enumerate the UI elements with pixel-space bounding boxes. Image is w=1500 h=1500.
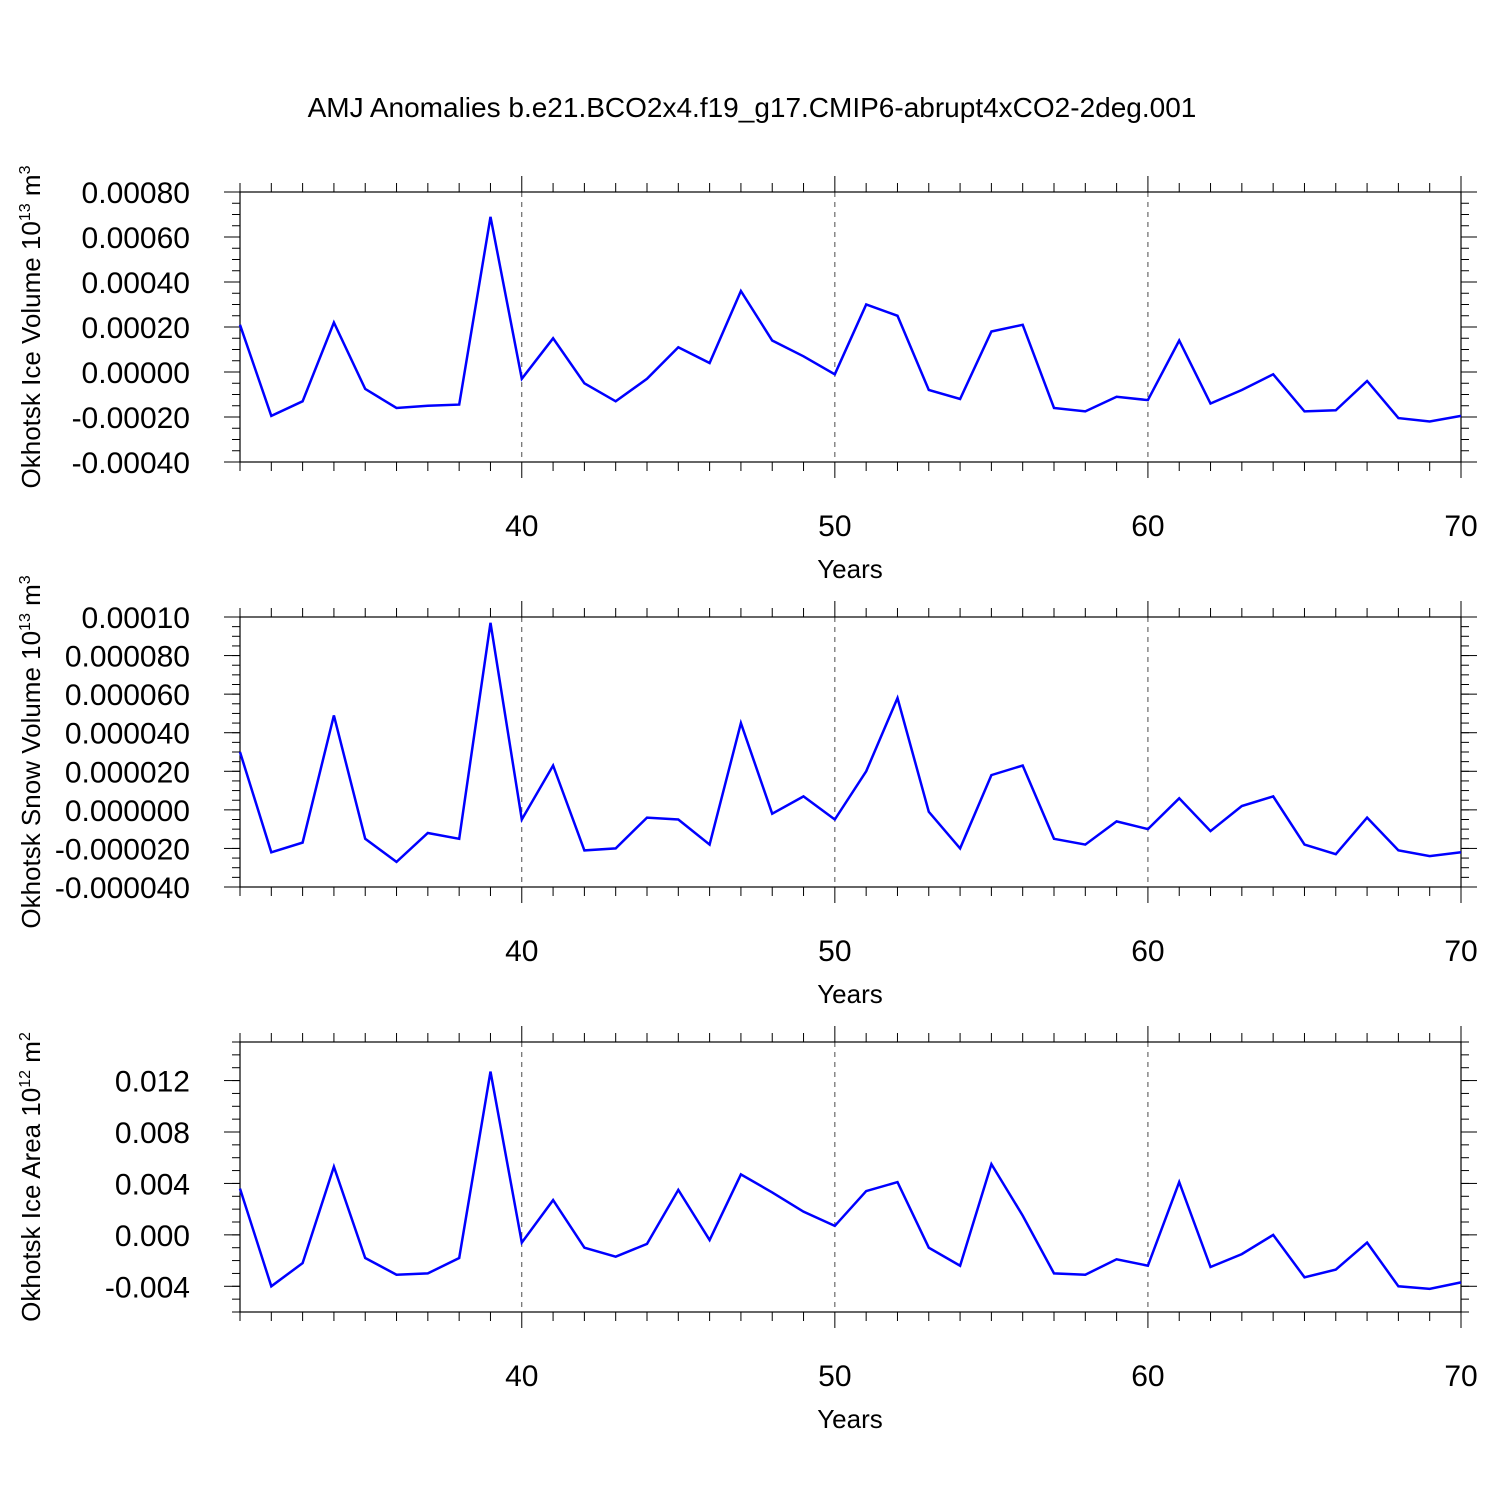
x-tick-label: 60 [1131,510,1164,543]
y-tick-label: 0.000060 [65,679,190,712]
plot-frame [239,616,1462,888]
y-axis-title-unit-exponent: 2 [17,1032,34,1041]
y-tick-label: -0.00040 [72,447,190,480]
y-tick-label: -0.004 [105,1271,190,1304]
y-tick-label: -0.000020 [55,833,190,866]
y-tick-label: 0.000040 [65,718,190,751]
y-axis-title-exponent: 13 [17,613,34,631]
y-axis-title-unit-exponent: 3 [17,575,34,584]
y-axis-title: Okhotsk Ice Area 1012 m2 [16,1032,46,1322]
x-tick-label: 70 [1444,935,1477,968]
y-axis-title-unit: m [16,174,46,203]
y-axis-title-exponent: 12 [17,1070,34,1088]
y-axis-title: Okhotsk Snow Volume 1013 m3 [16,575,46,928]
panel-1: 0.00080 0.00060 0.00040 0.00020 0.00000 -0.00… [16,165,1478,584]
chart-title: AMJ Anomalies b.e21.BCO2x4.f19_g17.CMIP6… [308,92,1197,123]
y-tick-label: -0.00020 [72,402,190,435]
y-tick-label: -0.000040 [55,872,190,905]
plot-frame [239,191,1462,463]
x-tick-label: 60 [1131,1360,1164,1393]
y-tick-label: 0.00020 [82,312,190,345]
panel-3: 0.012 0.008 0.004 0.000 -0.004 40 50 60 70 Years O… [16,1026,1478,1434]
y-tick-label: 0.000 [115,1220,190,1253]
y-tick-label: 0.000080 [65,641,190,674]
y-axis-title-text: Okhotsk Ice Volume 10 [16,221,46,488]
y-axis-title-exponent: 13 [17,203,34,221]
x-tick-label: 60 [1131,935,1164,968]
y-tick-label: 0.012 [115,1066,190,1099]
data-line [238,1071,1462,1291]
x-axis-title: Years [817,554,883,584]
panel-2: 0.00010 0.000080 0.000060 0.000040 0.000020 0… [16,575,1478,1009]
x-tick-label: 70 [1444,1360,1477,1393]
x-tick-label: 50 [818,510,851,543]
x-axis-title: Years [817,1404,883,1434]
y-tick-label: 0.000000 [65,795,190,828]
y-tick-label: 0.004 [115,1168,190,1201]
data-line [238,216,1462,423]
y-axis-title-unit-exponent: 3 [17,165,34,174]
panels: 0.000800.000600.000400.000200.00000-0.00… [16,165,1478,1434]
x-tick-label: 40 [505,935,538,968]
x-tick-label: 50 [818,1360,851,1393]
y-tick-label: 0.000020 [65,756,190,789]
y-tick-label: 0.00010 [82,602,190,635]
x-tick-label: 50 [818,935,851,968]
data-line [238,622,1462,864]
x-tick-label: 40 [505,1360,538,1393]
x-tick-label: 40 [505,510,538,543]
y-tick-label: 0.00040 [82,267,190,300]
y-axis-title-text: Okhotsk Snow Volume 10 [16,631,46,929]
x-axis-title: Years [817,979,883,1009]
y-tick-label: 0.00080 [82,177,190,210]
y-tick-label: 0.008 [115,1117,190,1150]
x-tick-label: 70 [1444,510,1477,543]
y-axis-title-unit: m [16,1041,46,1070]
y-tick-label: 0.00000 [82,357,190,390]
y-axis-title-unit: m [16,584,46,613]
y-axis-title: Okhotsk Ice Volume 1013 m3 [16,165,46,488]
plot-frame [239,1041,1462,1313]
y-axis-title-text: Okhotsk Ice Area 10 [16,1088,46,1322]
y-tick-label: 0.00060 [82,222,190,255]
